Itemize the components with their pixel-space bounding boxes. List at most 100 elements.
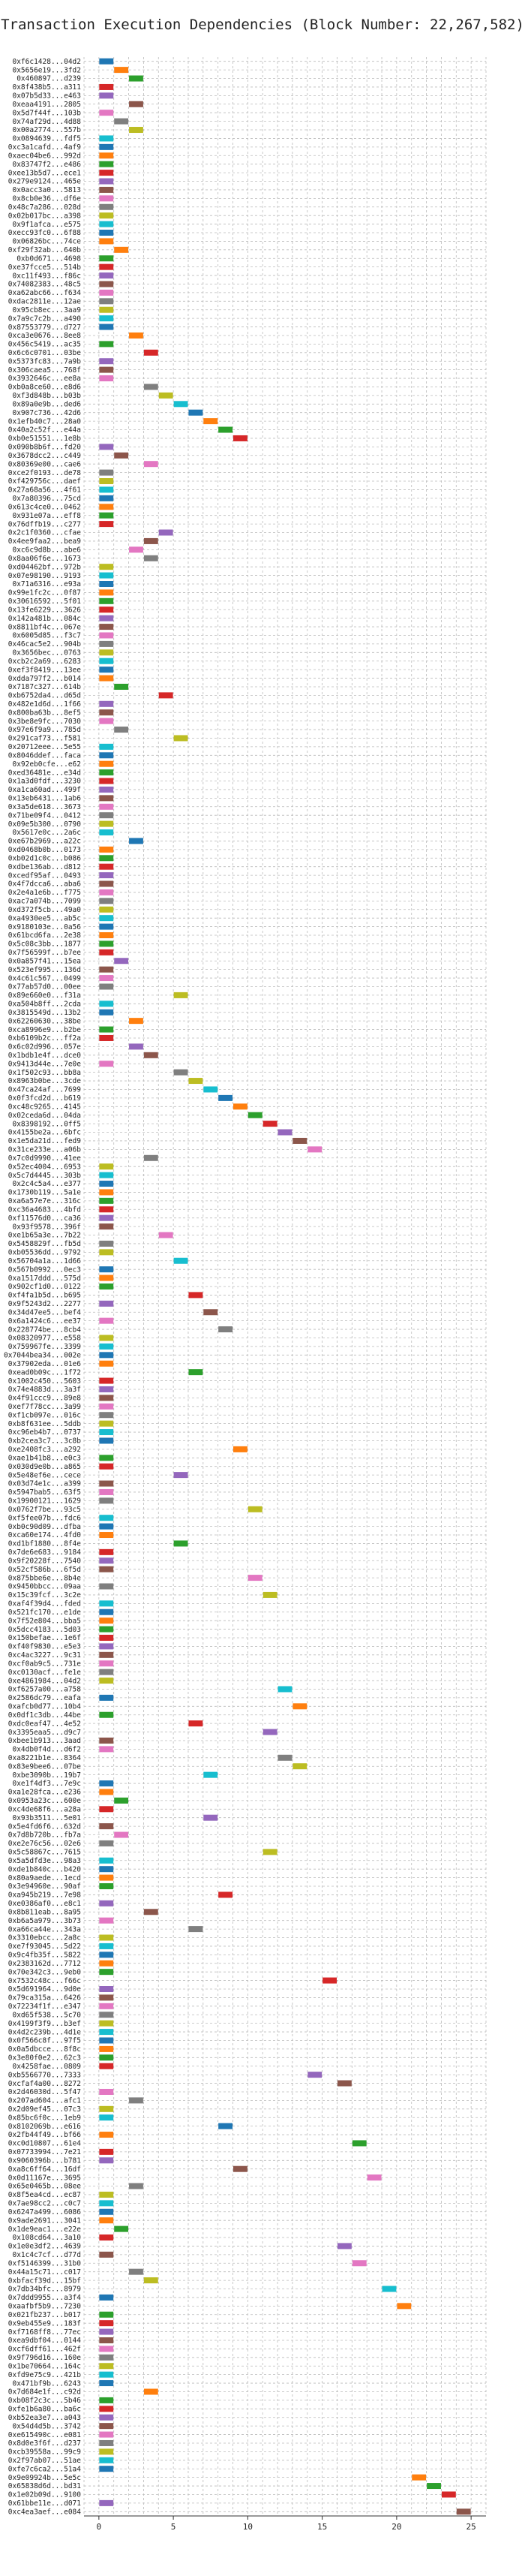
dependency-bar: [99, 2328, 114, 2335]
dependency-bar: [99, 743, 114, 750]
dependency-bar: [99, 880, 114, 887]
transaction-label: 0x79ca315a...6426: [8, 1994, 82, 2003]
dependency-bar: [99, 932, 114, 938]
transaction-label: 0x9f5243d2...2277: [8, 1300, 81, 1308]
transaction-label: 0xca60e174...4fd0: [8, 1531, 82, 1539]
transaction-label: 0xfe7c6ca2...51a4: [8, 2465, 82, 2473]
transaction-label: 0xeaa4191...2805: [12, 101, 81, 109]
dependency-bar: [173, 1540, 188, 1547]
dependency-bar: [278, 1129, 292, 1136]
dependency-bar: [99, 820, 114, 827]
dependency-bar: [129, 2097, 143, 2104]
transaction-label: 0xf3d848b...b03b: [12, 392, 81, 400]
dependency-bar: [158, 529, 173, 536]
dependency-bar: [99, 230, 114, 236]
dependency-bar: [99, 469, 114, 476]
transaction-label: 0x89a0e9b...ded6: [12, 400, 81, 408]
dependency-bar: [99, 1488, 114, 1495]
dependency-bar: [99, 606, 114, 613]
dependency-bar: [143, 1909, 158, 1915]
dependency-bar: [99, 1386, 114, 1392]
dependency-bar: [99, 709, 114, 716]
dependency-bar: [99, 1343, 114, 1350]
dependency-bar: [188, 1720, 203, 1727]
dependency-bar: [99, 1214, 114, 1221]
dependency-bar: [99, 2132, 114, 2138]
dependency-bar: [352, 2140, 367, 2147]
dependency-bar: [99, 1335, 114, 1341]
dependency-bar: [203, 418, 218, 425]
dependency-bar: [99, 1643, 114, 1650]
dependency-bar: [99, 1420, 114, 1427]
transaction-label: 0xc0130acf...fe1e: [8, 1669, 82, 1677]
dependency-bar: [278, 1686, 292, 1693]
transaction-label: 0xea9dbf04...0144: [8, 2337, 82, 2345]
dependency-bar: [143, 349, 158, 356]
dependency-bar: [143, 461, 158, 468]
transaction-label: 0x74e4883d...3a3f: [8, 1386, 81, 1394]
transaction-label: 0x97e6f9a9...785d: [8, 726, 81, 734]
transaction-label: 0xa945b219...7e98: [8, 1891, 82, 1900]
dependency-bar: [99, 1583, 114, 1590]
dependency-bar: [99, 444, 114, 450]
dependency-bar: [129, 332, 143, 339]
transaction-label: 0x20712eee...5e55: [8, 743, 81, 751]
transaction-label: 0x0f3fcd2d...b619: [8, 1094, 82, 1103]
transaction-label: 0xa8c6ff64...16df: [8, 2165, 81, 2174]
transaction-label: 0x207ad604...afc1: [8, 2097, 82, 2105]
dependency-bar: [292, 1137, 308, 1144]
transaction-label: 0x8b811eab...8a95: [8, 1908, 81, 1916]
dependency-bar: [99, 1377, 114, 1384]
transaction-label: 0x7a80396...75cd: [12, 495, 81, 503]
transaction-label: 0x47ca24af...7699: [8, 1086, 82, 1094]
transaction-label: 0x759967fe...3399: [8, 1343, 82, 1351]
transaction-label: 0x74082383...48c5: [8, 281, 81, 289]
transaction-label: 0xb02d1c0c...b086: [8, 854, 82, 862]
dependency-bar: [99, 589, 114, 596]
transaction-label: 0xb8f631ee...5ddb: [8, 1420, 82, 1428]
dependency-bar: [218, 426, 233, 433]
dependency-bar: [99, 1283, 114, 1290]
dependency-bar: [99, 829, 114, 836]
transaction-label: 0x03d74e1c...a399: [8, 1480, 82, 1488]
dependency-bar: [308, 2072, 322, 2078]
dependency-bar: [99, 855, 114, 862]
transaction-label: 0xf429756c...daef: [8, 477, 81, 486]
transaction-label: 0x1de9eac1...e22e: [8, 2225, 82, 2234]
transaction-label: 0xd65f538...5c70: [12, 2011, 81, 2019]
dependency-bar: [114, 246, 129, 253]
transaction-label: 0x62260630...38be: [8, 1017, 82, 1025]
transaction-label: 0x2c4c5a4...e377: [12, 1180, 81, 1188]
transaction-label: 0xd0468b0b...0173: [8, 846, 81, 854]
dependency-bar: [99, 1694, 114, 1701]
dependency-bar: [99, 624, 114, 630]
dependency-bar: [173, 1472, 188, 1479]
dependency-bar: [99, 1034, 114, 1041]
dependency-bar: [114, 67, 129, 74]
dependency-bar: [292, 1703, 308, 1710]
dependency-bar: [99, 615, 114, 621]
transaction-label: 0xe37fcce5...514b: [8, 263, 82, 272]
transaction-label: 0xa504b8ff...2cda: [8, 1001, 81, 1009]
transaction-label: 0xdbe136ab...d812: [8, 863, 81, 871]
transaction-label: 0x2586dc79...eafa: [8, 1694, 81, 1702]
transaction-label: 0x5d7f44f...103b: [12, 109, 81, 117]
transaction-label: 0x5dcc4183...5d03: [8, 1626, 81, 1634]
transaction-label: 0xdda797f2...b014: [8, 675, 82, 683]
dependency-bar: [99, 2423, 114, 2430]
dependency-bar: [114, 683, 129, 690]
dependency-bar: [99, 1437, 114, 1444]
dependency-bar: [99, 170, 114, 176]
transaction-label: 0xa1ca60ad...499f: [8, 786, 81, 794]
transaction-label: 0x6005d85...f3c7: [12, 632, 81, 640]
dependency-bar: [99, 1994, 114, 2001]
dependency-bar: [99, 906, 114, 913]
transaction-label: 0x77ab57d0...00ee: [8, 983, 82, 992]
transaction-label: 0x8f438b5...a311: [12, 83, 81, 92]
dependency-bar: [99, 1866, 114, 1873]
transaction-label: 0x9eb455e9...183f: [8, 2319, 81, 2328]
transaction-label: 0xdc0eaf47...4e52: [8, 1720, 81, 1728]
dependency-bar: [99, 700, 114, 707]
transaction-label: 0x6c02d996...057e: [8, 1043, 82, 1052]
dependency-bar: [114, 1797, 129, 1804]
